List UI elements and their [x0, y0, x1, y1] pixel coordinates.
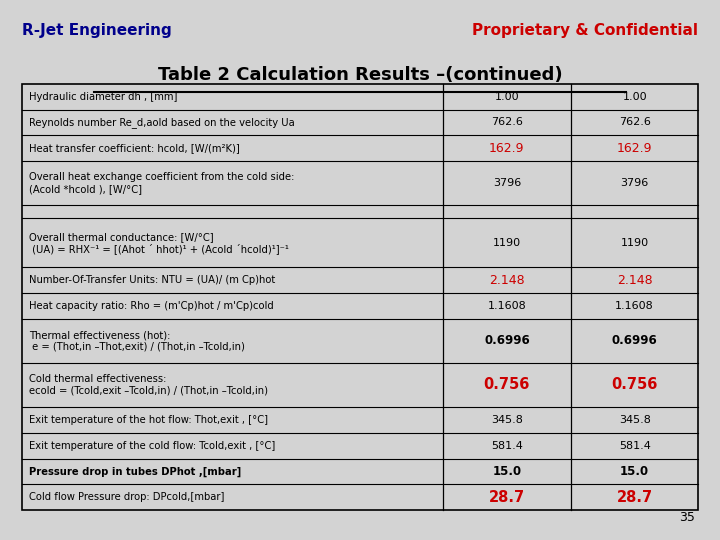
Text: e = (Thot,in –Thot,exit) / (Thot,in –Tcold,in): e = (Thot,in –Thot,exit) / (Thot,in –Tco… — [29, 342, 245, 352]
Text: 1190: 1190 — [621, 238, 649, 248]
Text: Hydraulic diameter dh , [mm]: Hydraulic diameter dh , [mm] — [29, 92, 177, 102]
Text: Table 2 Calculation Results –(continued): Table 2 Calculation Results –(continued) — [158, 66, 562, 84]
Text: 0.6996: 0.6996 — [484, 334, 530, 347]
Text: Exit temperature of the hot flow: Thot,exit , [°C]: Exit temperature of the hot flow: Thot,e… — [29, 415, 268, 425]
Text: 2.148: 2.148 — [489, 274, 525, 287]
Text: Reynolds number Re_d,aold based on the velocity Ua: Reynolds number Re_d,aold based on the v… — [29, 117, 294, 128]
Text: 762.6: 762.6 — [491, 118, 523, 127]
Text: 345.8: 345.8 — [491, 415, 523, 425]
Text: Overall thermal conductance: [W/°C]: Overall thermal conductance: [W/°C] — [29, 232, 213, 242]
Text: Heat capacity ratio: Rho = (m'Cp)hot / m'Cp)cold: Heat capacity ratio: Rho = (m'Cp)hot / m… — [29, 301, 274, 311]
Text: 581.4: 581.4 — [491, 441, 523, 451]
Text: 3796: 3796 — [492, 178, 521, 188]
Text: 15.0: 15.0 — [492, 465, 521, 478]
Text: 28.7: 28.7 — [489, 490, 525, 505]
Text: 28.7: 28.7 — [616, 490, 653, 505]
Text: 1.1608: 1.1608 — [616, 301, 654, 311]
Text: 762.6: 762.6 — [618, 118, 651, 127]
Text: ecold = (Tcold,exit –Tcold,in) / (Thot,in –Tcold,in): ecold = (Tcold,exit –Tcold,in) / (Thot,i… — [29, 386, 268, 396]
Text: Thermal effectiveness (hot):: Thermal effectiveness (hot): — [29, 330, 170, 340]
Text: Cold flow Pressure drop: DPcold,[mbar]: Cold flow Pressure drop: DPcold,[mbar] — [29, 492, 224, 502]
Text: 1.1608: 1.1608 — [487, 301, 526, 311]
Text: 1190: 1190 — [492, 238, 521, 248]
Text: 1.00: 1.00 — [622, 92, 647, 102]
Text: 35: 35 — [679, 511, 695, 524]
Text: 0.756: 0.756 — [484, 377, 530, 393]
Text: (Acold *hcold ), [W/°C]: (Acold *hcold ), [W/°C] — [29, 184, 142, 194]
Text: Number-Of-Transfer Units: NTU = (UA)/ (m Cp)hot: Number-Of-Transfer Units: NTU = (UA)/ (m… — [29, 275, 275, 285]
Text: R-Jet Engineering: R-Jet Engineering — [22, 23, 171, 38]
Text: 162.9: 162.9 — [489, 142, 525, 155]
Text: 162.9: 162.9 — [617, 142, 652, 155]
Text: Cold thermal effectiveness:: Cold thermal effectiveness: — [29, 374, 166, 384]
Text: Overall heat exchange coefficient from the cold side:: Overall heat exchange coefficient from t… — [29, 172, 294, 183]
Text: Exit temperature of the cold flow: Tcold,exit , [°C]: Exit temperature of the cold flow: Tcold… — [29, 441, 275, 451]
Text: 0.756: 0.756 — [611, 377, 658, 393]
Text: Heat transfer coefficient: hcold, [W/(m²K)]: Heat transfer coefficient: hcold, [W/(m²… — [29, 143, 240, 153]
Text: 1.00: 1.00 — [495, 92, 519, 102]
Text: Proprietary & Confidential: Proprietary & Confidential — [472, 23, 698, 38]
Text: 2.148: 2.148 — [617, 274, 652, 287]
Text: 581.4: 581.4 — [618, 441, 651, 451]
Text: 345.8: 345.8 — [618, 415, 651, 425]
Text: Pressure drop in tubes DPhot ,[mbar]: Pressure drop in tubes DPhot ,[mbar] — [29, 467, 241, 477]
Text: 3796: 3796 — [621, 178, 649, 188]
Text: 0.6996: 0.6996 — [612, 334, 657, 347]
Text: 15.0: 15.0 — [620, 465, 649, 478]
Text: (UA) = RHX⁻¹ = [(Ahot ´ hhot)¹ + (Acold ´hcold)¹]⁻¹: (UA) = RHX⁻¹ = [(Ahot ´ hhot)¹ + (Acold … — [29, 243, 289, 254]
